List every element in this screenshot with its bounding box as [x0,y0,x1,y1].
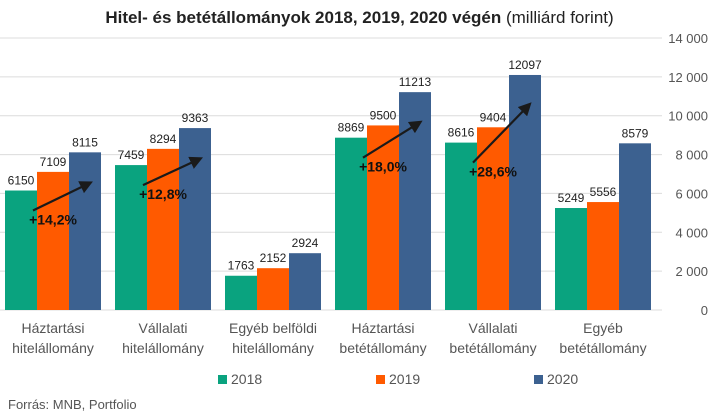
category-label: betétállomány [339,340,426,356]
y-tick-label: 4 000 [675,225,708,240]
data-label: 2924 [292,236,319,250]
data-label: 9363 [182,111,209,125]
legend-label: 2019 [389,371,420,387]
growth-arrow [362,120,423,159]
bar-2019 [587,202,619,310]
data-label: 9500 [370,108,397,122]
data-label: 8294 [150,132,177,146]
legend-swatch-2018 [218,375,227,384]
category-label: Háztartási [351,320,414,336]
category-label: hitelállomány [12,340,94,356]
y-tick-label: 6 000 [675,186,708,201]
legend-label: 2020 [547,371,578,387]
chart-title-main: Hitel- és betétállományok 2018, 2019, 20… [105,8,502,27]
y-tick-label: 12 000 [668,70,708,85]
data-label: 8869 [338,121,365,135]
chart-title-unit: (milliárd forint) [505,8,614,27]
data-label: 5249 [558,191,585,205]
growth-label: +28,6% [469,164,517,180]
bar-2019 [37,171,69,310]
data-label: 8115 [72,135,98,149]
legend-swatch-2020 [534,375,543,384]
bar-2018 [115,165,147,310]
growth-label: +14,2% [29,212,77,228]
chart-source: Forrás: MNB, Portfolio [8,397,137,412]
y-tick-label: 0 [701,303,708,318]
bar-2018 [445,142,477,310]
data-label: 7109 [40,155,67,169]
data-label: 11213 [399,75,432,89]
growth-arrow [142,156,203,187]
bar-2018 [335,137,367,310]
category-label: Vállalati [138,320,187,336]
category-label: Egyéb [583,320,623,336]
bar-2019 [477,127,509,310]
bar-2018 [555,208,587,310]
data-label: 5556 [590,185,617,199]
data-label: 9404 [480,110,507,124]
data-label: 1763 [228,259,255,273]
growth-label: +12,8% [139,186,187,202]
category-label: Vállalati [468,320,517,336]
bar-2020 [619,143,651,310]
bar-2019 [367,125,399,310]
data-label: 2152 [260,251,287,265]
bar-2020 [179,128,211,310]
data-label: 8579 [622,126,649,140]
bar-2019 [257,268,289,310]
growth-arrow [472,102,532,164]
legend-swatch-2019 [376,375,385,384]
data-label: 12097 [508,58,542,72]
bar-2020 [69,152,101,310]
y-tick-label: 2 000 [675,264,708,279]
legend-label: 2018 [231,371,262,387]
y-tick-label: 8 000 [675,148,708,163]
growth-label: +18,0% [359,159,407,175]
data-label: 6150 [8,174,35,188]
growth-arrow [32,181,93,212]
y-tick-label: 14 000 [668,31,708,46]
bar-2019 [147,148,179,310]
chart-title: Hitel- és betétállományok 2018, 2019, 20… [0,8,719,28]
category-label: Háztartási [21,320,84,336]
data-label: 7459 [118,148,145,162]
category-label: hitelállomány [232,340,314,356]
category-label: Egyéb belföldi [229,320,317,336]
bar-2020 [289,253,321,310]
bar-2018 [225,275,257,310]
category-label: hitelállomány [122,340,204,356]
category-label: betétállomány [559,340,646,356]
data-label: 8616 [448,126,475,140]
bar-2018 [5,190,37,310]
category-label: betétállomány [449,340,536,356]
y-tick-label: 10 000 [668,109,708,124]
